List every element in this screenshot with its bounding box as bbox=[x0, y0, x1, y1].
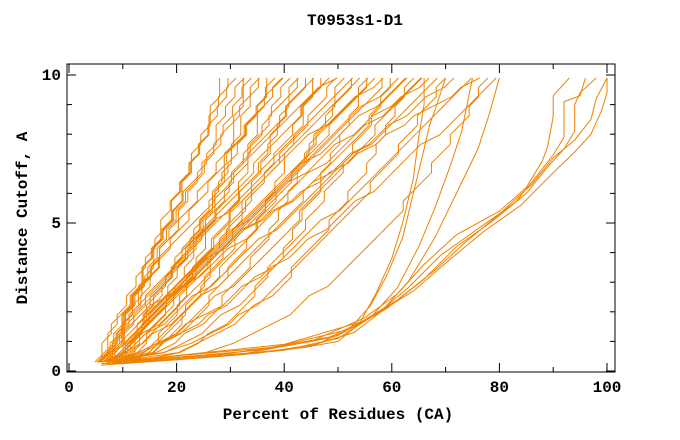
model-curve bbox=[114, 77, 361, 363]
model-curve bbox=[118, 77, 430, 363]
model-curve bbox=[105, 78, 229, 363]
model-curve bbox=[102, 77, 480, 363]
y-axis-title: Distance Cutoff, A bbox=[14, 131, 32, 305]
outlier-model-curve bbox=[101, 78, 425, 366]
model-curve bbox=[105, 77, 276, 363]
model-curve bbox=[110, 77, 497, 363]
model-curve bbox=[122, 77, 406, 363]
x-tick-label: 100 bbox=[593, 379, 622, 397]
model-curve bbox=[105, 78, 314, 363]
model-curve bbox=[97, 77, 446, 363]
model-curve bbox=[125, 77, 315, 363]
x-axis-title: Percent of Residues (CA) bbox=[222, 406, 454, 424]
outlier-model-curve bbox=[117, 77, 586, 363]
model-curve bbox=[94, 77, 284, 363]
model-curve bbox=[129, 77, 423, 363]
model-curve bbox=[98, 78, 259, 363]
outlier-model-curve bbox=[122, 77, 597, 363]
x-tick-label: 40 bbox=[275, 379, 294, 397]
model-curve bbox=[107, 77, 438, 363]
model-curve bbox=[122, 78, 322, 363]
model-curve bbox=[120, 77, 291, 363]
model-curve bbox=[112, 77, 415, 363]
model-curve bbox=[109, 77, 337, 363]
model-curve bbox=[105, 77, 408, 363]
model-curve bbox=[101, 77, 338, 363]
model-curve bbox=[100, 77, 422, 363]
model-curve bbox=[112, 77, 283, 363]
outlier-model-curve bbox=[122, 77, 608, 362]
chart-title: T0953s1-D1 bbox=[306, 12, 403, 30]
model-curve bbox=[107, 78, 306, 363]
model-curve bbox=[107, 78, 391, 363]
y-tick-label: 5 bbox=[51, 215, 61, 233]
x-tick-label: 60 bbox=[382, 379, 401, 397]
model-curve bbox=[113, 77, 472, 363]
model-curve bbox=[109, 77, 384, 363]
model-curve bbox=[113, 77, 237, 363]
model-curve bbox=[96, 78, 221, 363]
plot-frame bbox=[66, 63, 616, 373]
y-tick-label: 10 bbox=[42, 67, 61, 85]
model-curve bbox=[102, 78, 368, 363]
model-curve bbox=[100, 77, 299, 363]
x-tick-label: 0 bbox=[64, 379, 74, 397]
model-curve bbox=[120, 77, 489, 363]
y-tick-label: 0 bbox=[51, 363, 61, 381]
outlier-model-curve bbox=[128, 78, 608, 362]
x-tick-label: 20 bbox=[167, 379, 186, 397]
model-curve bbox=[107, 77, 353, 363]
model-curve bbox=[125, 78, 352, 363]
model-curve bbox=[120, 77, 376, 363]
model-curve bbox=[118, 77, 345, 363]
outlier-model-curve bbox=[111, 77, 570, 363]
model-curve bbox=[105, 77, 455, 363]
x-tick-label: 80 bbox=[490, 379, 509, 397]
model-curve bbox=[120, 78, 244, 363]
model-curve bbox=[115, 77, 399, 363]
